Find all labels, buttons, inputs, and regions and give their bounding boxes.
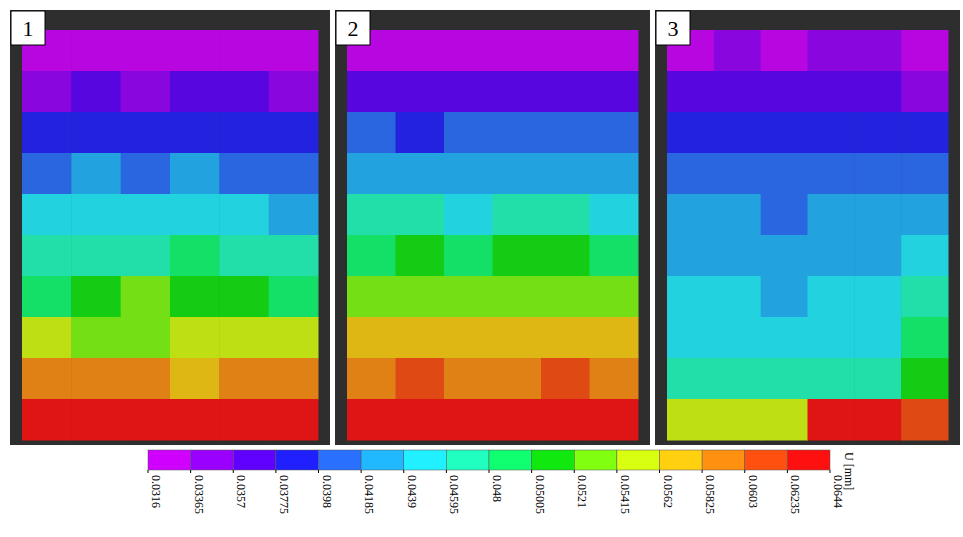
svg-text:U [mm]: U [mm] bbox=[842, 452, 856, 490]
svg-text:0.0357: 0.0357 bbox=[234, 475, 248, 508]
svg-text:0.0439: 0.0439 bbox=[405, 475, 419, 508]
svg-text:0.05415: 0.05415 bbox=[618, 475, 632, 514]
svg-text:0.048: 0.048 bbox=[490, 475, 504, 502]
svg-text:0.04185: 0.04185 bbox=[362, 475, 376, 514]
svg-text:0.0644: 0.0644 bbox=[831, 475, 845, 508]
svg-text:0.03365: 0.03365 bbox=[192, 475, 206, 514]
svg-text:2: 2 bbox=[348, 16, 359, 41]
svg-text:0.06235: 0.06235 bbox=[788, 475, 802, 514]
svg-text:0.0603: 0.0603 bbox=[746, 475, 760, 508]
svg-text:0.03775: 0.03775 bbox=[277, 475, 291, 514]
svg-text:0.05825: 0.05825 bbox=[703, 475, 717, 514]
svg-text:0.05005: 0.05005 bbox=[533, 475, 547, 514]
svg-text:0.0521: 0.0521 bbox=[575, 475, 589, 508]
svg-text:0.04595: 0.04595 bbox=[447, 475, 461, 514]
svg-text:3: 3 bbox=[668, 16, 679, 41]
svg-text:1: 1 bbox=[23, 16, 34, 41]
svg-text:0.0398: 0.0398 bbox=[320, 475, 334, 508]
svg-text:0.0562: 0.0562 bbox=[661, 475, 675, 508]
svg-text:0.0316: 0.0316 bbox=[149, 475, 163, 508]
